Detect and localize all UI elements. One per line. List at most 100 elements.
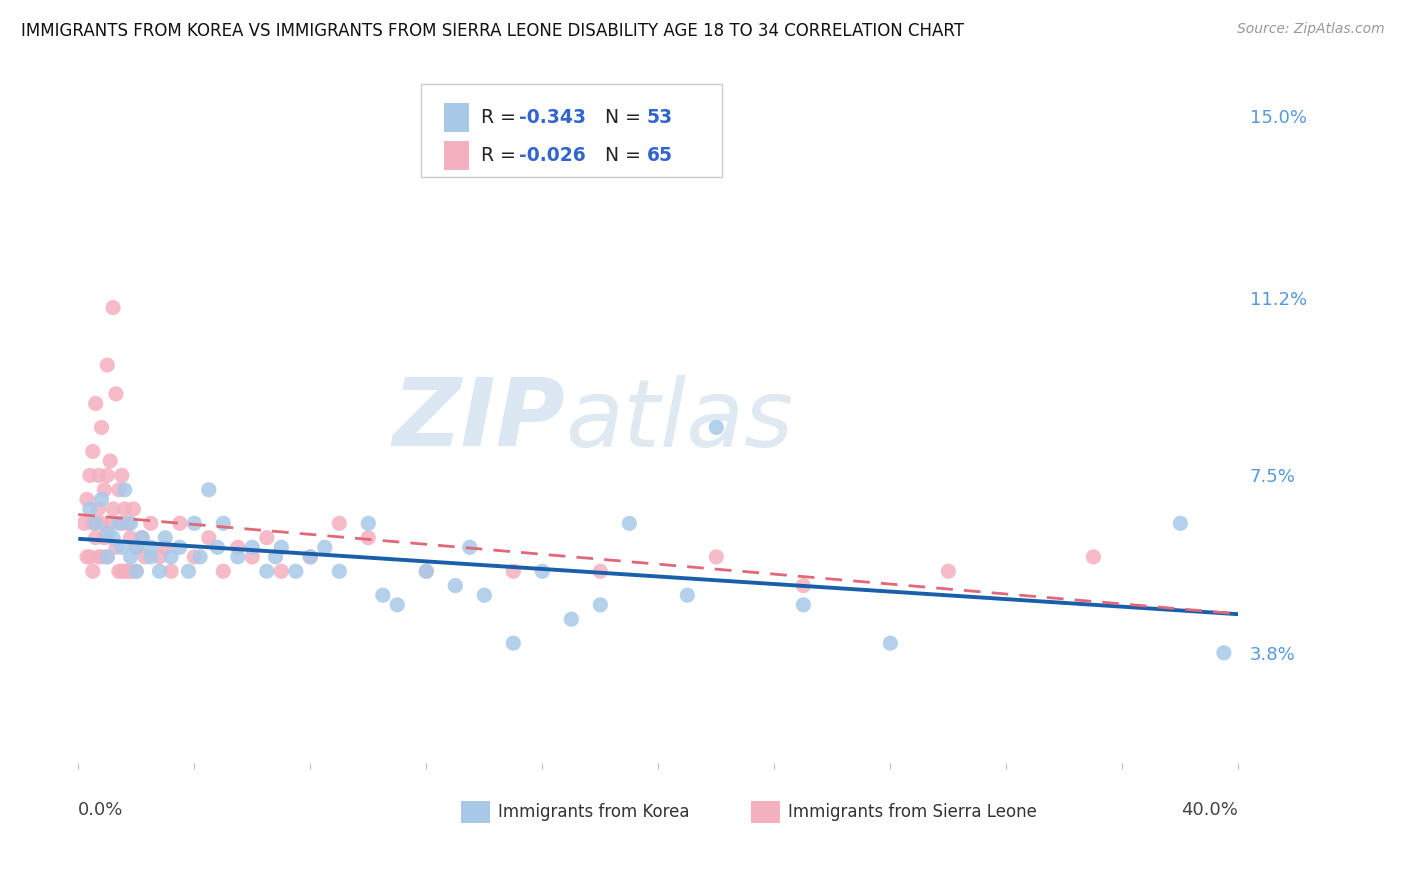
Point bbox=[122, 502, 145, 516]
Point bbox=[160, 549, 183, 564]
Point bbox=[169, 516, 191, 531]
Point bbox=[284, 564, 307, 578]
Text: Immigrants from Sierra Leone: Immigrants from Sierra Leone bbox=[789, 804, 1038, 822]
Point bbox=[90, 492, 112, 507]
Point bbox=[270, 541, 292, 555]
Point bbox=[299, 549, 322, 564]
Point bbox=[87, 502, 110, 516]
Point bbox=[444, 579, 467, 593]
Text: -0.343: -0.343 bbox=[519, 108, 586, 127]
Point bbox=[792, 579, 814, 593]
Point bbox=[87, 549, 110, 564]
FancyBboxPatch shape bbox=[420, 85, 723, 177]
Point bbox=[226, 541, 249, 555]
Point bbox=[84, 396, 107, 410]
Text: IMMIGRANTS FROM KOREA VS IMMIGRANTS FROM SIERRA LEONE DISABILITY AGE 18 TO 34 CO: IMMIGRANTS FROM KOREA VS IMMIGRANTS FROM… bbox=[21, 22, 965, 40]
Point bbox=[792, 598, 814, 612]
Point bbox=[169, 541, 191, 555]
Point bbox=[76, 492, 98, 507]
Point bbox=[82, 444, 104, 458]
Point bbox=[134, 549, 156, 564]
Point bbox=[82, 516, 104, 531]
Point bbox=[458, 541, 481, 555]
Text: 40.0%: 40.0% bbox=[1181, 801, 1239, 819]
Point bbox=[84, 531, 107, 545]
Point bbox=[270, 564, 292, 578]
Point bbox=[314, 541, 336, 555]
Point bbox=[125, 564, 148, 578]
Point bbox=[120, 516, 142, 531]
Point bbox=[619, 516, 641, 531]
Point bbox=[160, 564, 183, 578]
Point bbox=[76, 549, 98, 564]
Point bbox=[531, 564, 554, 578]
Point bbox=[114, 502, 136, 516]
Point bbox=[183, 549, 205, 564]
Point bbox=[879, 636, 901, 650]
FancyBboxPatch shape bbox=[444, 103, 470, 131]
Point bbox=[704, 420, 727, 434]
Point bbox=[676, 588, 699, 602]
Text: Source: ZipAtlas.com: Source: ZipAtlas.com bbox=[1237, 22, 1385, 37]
Point bbox=[73, 516, 96, 531]
Point bbox=[589, 564, 612, 578]
Point bbox=[148, 549, 170, 564]
Point bbox=[96, 549, 118, 564]
Text: atlas: atlas bbox=[565, 375, 794, 466]
Point bbox=[357, 531, 380, 545]
Point bbox=[1212, 646, 1234, 660]
Point bbox=[90, 420, 112, 434]
Point bbox=[125, 564, 148, 578]
Text: Immigrants from Korea: Immigrants from Korea bbox=[498, 804, 690, 822]
Point bbox=[90, 549, 112, 564]
Point bbox=[82, 564, 104, 578]
Point bbox=[98, 454, 121, 468]
Point bbox=[155, 531, 177, 545]
Point bbox=[111, 516, 134, 531]
Point bbox=[155, 541, 177, 555]
Point bbox=[502, 636, 524, 650]
Point bbox=[148, 564, 170, 578]
Point bbox=[240, 549, 263, 564]
Point bbox=[704, 549, 727, 564]
Point bbox=[96, 468, 118, 483]
Point bbox=[207, 541, 229, 555]
FancyBboxPatch shape bbox=[444, 142, 470, 170]
Text: R =: R = bbox=[481, 146, 522, 165]
Point bbox=[177, 564, 200, 578]
Point bbox=[117, 564, 139, 578]
Text: 53: 53 bbox=[647, 108, 673, 127]
Point bbox=[1083, 549, 1105, 564]
Point bbox=[117, 516, 139, 531]
Point bbox=[131, 531, 153, 545]
Text: N =: N = bbox=[593, 108, 647, 127]
Point bbox=[114, 483, 136, 497]
Point bbox=[96, 549, 118, 564]
Point bbox=[299, 549, 322, 564]
Point bbox=[357, 516, 380, 531]
Point bbox=[120, 564, 142, 578]
Point bbox=[101, 502, 124, 516]
Point bbox=[84, 516, 107, 531]
Point bbox=[328, 516, 350, 531]
Point bbox=[108, 564, 131, 578]
Point bbox=[108, 483, 131, 497]
Point bbox=[111, 468, 134, 483]
Text: R =: R = bbox=[481, 108, 522, 127]
Point bbox=[387, 598, 409, 612]
Point bbox=[226, 549, 249, 564]
Point bbox=[114, 564, 136, 578]
Text: 65: 65 bbox=[647, 146, 672, 165]
Point bbox=[139, 549, 162, 564]
Point bbox=[415, 564, 437, 578]
Point bbox=[589, 598, 612, 612]
Point bbox=[371, 588, 394, 602]
Text: N =: N = bbox=[593, 146, 647, 165]
Point bbox=[108, 516, 131, 531]
Text: 0.0%: 0.0% bbox=[79, 801, 124, 819]
Point bbox=[188, 549, 211, 564]
Point bbox=[104, 541, 127, 555]
Point bbox=[1170, 516, 1192, 531]
Point bbox=[101, 531, 124, 545]
Point bbox=[111, 541, 134, 555]
